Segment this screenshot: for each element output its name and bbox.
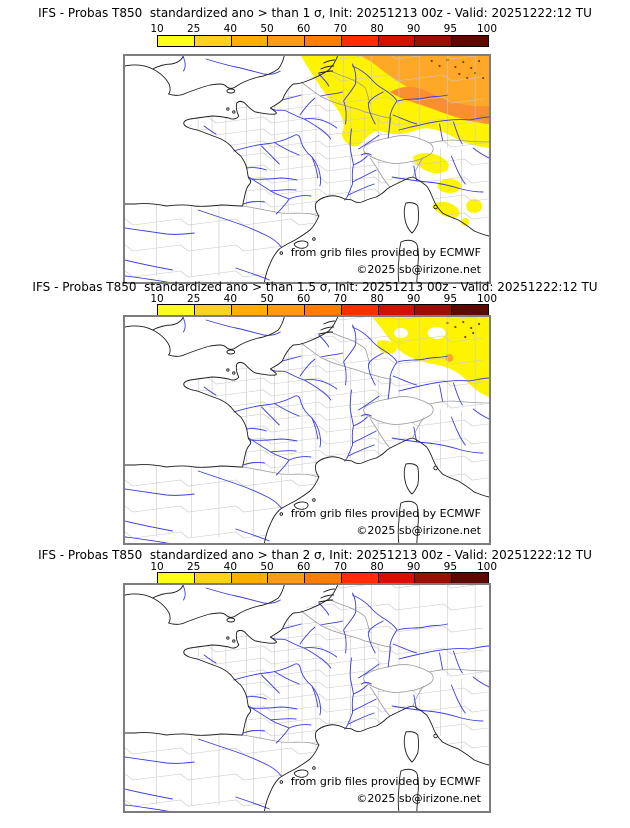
colorbar-segment [378, 36, 416, 46]
map-france: from grib files provided by ECMWF ©2025 … [123, 583, 491, 813]
colorbar-segment [268, 36, 306, 46]
colorbar-segment [194, 36, 232, 46]
colorbar-segment [194, 573, 232, 583]
colorbar-tick-label: 25 [186, 293, 201, 305]
panel-title: IFS - Probas T850 standardized ano > tha… [38, 548, 592, 562]
colorbar-tick-label: 50 [260, 293, 274, 305]
colorbar-tick-label: 90 [406, 23, 421, 35]
colorbar-segment [305, 305, 342, 315]
colorbar-segment [378, 573, 416, 583]
colorbar-tick-label: 90 [406, 293, 421, 305]
colorbar-segment [452, 36, 489, 46]
colorbar-tick-label: 100 [476, 23, 498, 35]
colorbar-segment [378, 305, 416, 315]
colorbar-segment [341, 305, 379, 315]
colorbar-tick-label: 70 [333, 293, 348, 305]
colorbar-tick-label: 10 [150, 293, 164, 305]
colorbar-segment [158, 573, 195, 583]
colorbar-segment [268, 573, 306, 583]
panel-prob-gt-1sigma: IFS - Probas T850 standardized ano > tha… [0, 6, 630, 284]
panel-title: IFS - Probas T850 standardized ano > tha… [38, 6, 592, 20]
colorbar-segment [415, 573, 453, 583]
map-france: from grib files provided by ECMWF ©2025 … [123, 315, 491, 545]
colorbar-ticks: 10 25 40 50 60 70 80 90 95 100 [150, 23, 497, 35]
copyright-text: ©2025 sb@irizone.net [356, 524, 481, 537]
colorbar-tick-label: 80 [370, 561, 384, 573]
colorbar-tick-label: 25 [186, 561, 201, 573]
colorbar-tick-label: 10 [150, 23, 164, 35]
colorbar-segment [415, 305, 453, 315]
colorbar-ticks: 10 25 40 50 60 70 80 90 95 100 [150, 293, 497, 305]
colorbar-segment [341, 573, 379, 583]
colorbar-segment [158, 36, 195, 46]
colorbar-tick-label: 90 [406, 561, 421, 573]
colorbar-tick-label: 80 [370, 293, 384, 305]
panel-prob-gt-2sigma: IFS - Probas T850 standardized ano > tha… [0, 548, 630, 820]
colorbar-segment [231, 573, 269, 583]
colorbar-tick-label: 60 [296, 23, 311, 35]
ecmwf-credit: from grib files provided by ECMWF [290, 507, 481, 520]
colorbar-segment [341, 36, 379, 46]
map-france: from grib files provided by ECMWF ©2025 … [123, 54, 491, 284]
colorbar-ticks: 10 25 40 50 60 70 80 90 95 100 [150, 561, 497, 573]
colorbar-tick-label: 10 [150, 561, 164, 573]
colorbar-bar [157, 304, 489, 316]
colorbar-segment [231, 36, 269, 46]
colorbar-segment [305, 573, 342, 583]
copyright-text: ©2025 sb@irizone.net [356, 792, 481, 805]
colorbar-segment [268, 305, 306, 315]
colorbar-tick-label: 95 [443, 23, 458, 35]
ecmwf-credit: from grib files provided by ECMWF [290, 775, 481, 788]
colorbar-segment [415, 36, 453, 46]
colorbar-segment [452, 305, 489, 315]
colorbar-tick-label: 40 [223, 293, 238, 305]
colorbar-segment [158, 305, 195, 315]
colorbar-segment [194, 305, 232, 315]
ecmwf-credit: from grib files provided by ECMWF [290, 246, 481, 259]
colorbar-tick-label: 100 [476, 293, 498, 305]
colorbar-tick-label: 50 [260, 561, 274, 573]
colorbar-segment [231, 305, 269, 315]
panel-title: IFS - Probas T850 standardized ano > tha… [32, 280, 598, 294]
colorbar-segment [305, 36, 342, 46]
colorbar-tick-label: 100 [476, 561, 498, 573]
colorbar-tick-label: 40 [223, 23, 238, 35]
colorbar-tick-label: 95 [443, 561, 458, 573]
colorbar-segment [452, 573, 489, 583]
colorbar-tick-label: 60 [296, 561, 311, 573]
colorbar-tick-label: 80 [370, 23, 384, 35]
colorbar-tick-label: 50 [260, 23, 274, 35]
colorbar-bar [157, 35, 489, 47]
colorbar-tick-label: 60 [296, 293, 311, 305]
colorbar-tick-label: 70 [333, 23, 348, 35]
colorbar-tick-label: 95 [443, 293, 458, 305]
colorbar-tick-label: 25 [186, 23, 201, 35]
colorbar-tick-label: 40 [223, 561, 238, 573]
panel-prob-gt-1p5sigma: IFS - Probas T850 standardized ano > tha… [0, 280, 630, 552]
colorbar-tick-label: 70 [333, 561, 348, 573]
copyright-text: ©2025 sb@irizone.net [356, 263, 481, 276]
